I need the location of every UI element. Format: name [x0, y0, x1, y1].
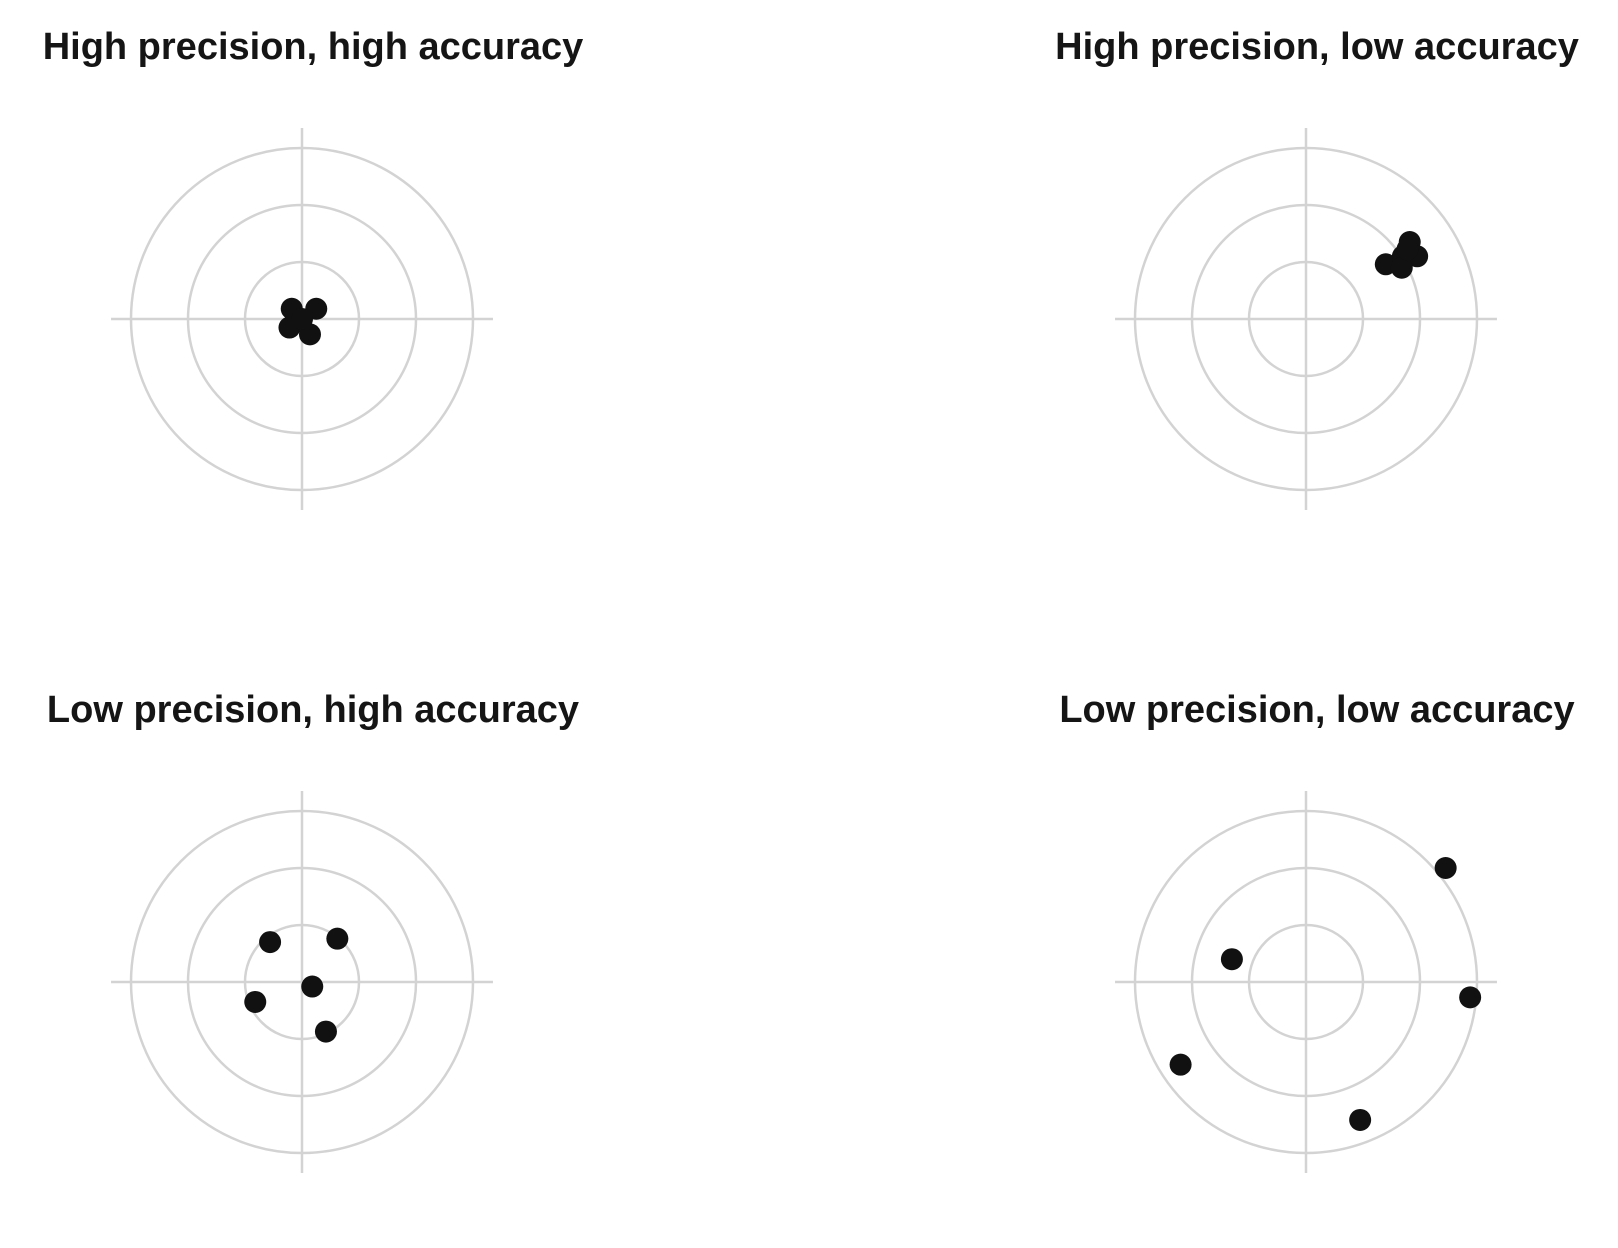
shot-point: [1390, 256, 1413, 279]
target-ring: [1247, 260, 1365, 378]
target-ring: [186, 866, 418, 1098]
target-ring: [1133, 146, 1479, 492]
panel-title: Low precision, high accuracy: [46, 689, 580, 731]
target-plot: [111, 791, 493, 1173]
shot-point: [1459, 986, 1482, 1009]
target-ring: [129, 146, 475, 492]
target-ring: [1247, 923, 1365, 1041]
shot-point: [1169, 1053, 1192, 1076]
target-panel-high-precision-high-accuracy: High precision, high accuracy: [13, 25, 613, 585]
shot-point: [1349, 1108, 1372, 1131]
target-panel-low-precision-low-accuracy: Low precision, low accuracy: [1017, 688, 1617, 1248]
target-panel-low-precision-high-accuracy: Low precision, high accuracy: [13, 688, 613, 1248]
target-plot: [1115, 128, 1497, 510]
target-panel-high-precision-low-accuracy: High precision, low accuracy: [1017, 25, 1617, 585]
target-ring: [129, 809, 475, 1155]
shot-point: [326, 927, 349, 950]
shot-point: [1220, 948, 1243, 971]
target-ring: [1190, 203, 1422, 435]
target-plot: [1115, 791, 1497, 1173]
shot-point: [259, 931, 282, 954]
target-ring: [243, 260, 361, 378]
target-ring: [186, 203, 418, 435]
panel-title: Low precision, low accuracy: [1059, 689, 1575, 731]
shot-point: [244, 990, 267, 1013]
panel-title: High precision, low accuracy: [1055, 26, 1579, 68]
target-ring: [243, 923, 361, 1041]
shot-point: [1434, 857, 1457, 879]
target-ring: [1133, 809, 1479, 1155]
shot-point: [1396, 238, 1419, 261]
shot-point: [301, 975, 324, 998]
panel-title: High precision, high accuracy: [42, 26, 584, 68]
shot-point: [291, 308, 313, 330]
target-ring: [1190, 866, 1422, 1098]
target-plot: [111, 128, 493, 510]
shot-point: [314, 1020, 337, 1043]
